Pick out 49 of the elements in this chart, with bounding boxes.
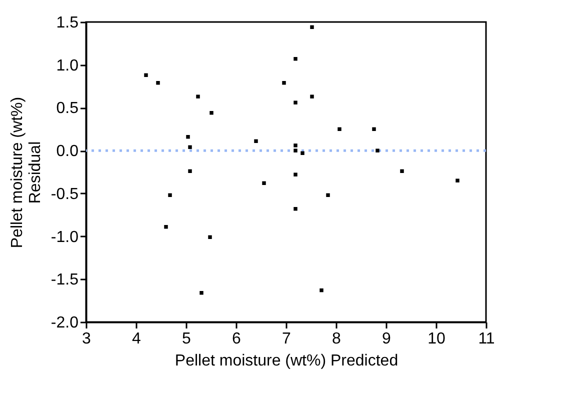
x-tick-label: 5 xyxy=(182,330,192,348)
x-tick-label: 11 xyxy=(478,330,495,348)
x-tick-label: 7 xyxy=(282,330,292,348)
point xyxy=(294,206,298,211)
x-axis-title: Pellet moisture (wt%) Predicted xyxy=(174,352,398,370)
point xyxy=(186,134,190,139)
x-tick-label: 4 xyxy=(132,330,142,348)
point xyxy=(262,181,266,186)
x-tick-label: 10 xyxy=(428,330,446,348)
point xyxy=(300,151,304,156)
point xyxy=(456,178,460,182)
y-tick-label: 1.0 xyxy=(56,57,79,74)
point xyxy=(168,193,172,198)
y-axis-title: Pellet moisture (wt%) Residual xyxy=(8,96,44,248)
x-tick-label: 6 xyxy=(232,330,242,348)
y-tick-label: -0.5 xyxy=(50,186,79,203)
point xyxy=(188,169,192,174)
y-tick-label: 1.5 xyxy=(56,14,79,32)
point xyxy=(294,100,298,104)
x-tick-label: 9 xyxy=(382,330,392,348)
point xyxy=(294,172,298,176)
point xyxy=(188,145,192,150)
point xyxy=(294,148,298,152)
point xyxy=(210,110,214,115)
y-tick-label: -2.0 xyxy=(50,314,79,332)
point xyxy=(320,288,324,292)
x-tick-label: 3 xyxy=(82,330,92,348)
point xyxy=(310,25,314,30)
point xyxy=(338,127,342,132)
point xyxy=(208,235,212,240)
point xyxy=(294,56,298,61)
point xyxy=(282,80,286,85)
y-tick-label: 0.5 xyxy=(56,100,79,118)
point xyxy=(310,94,314,98)
point xyxy=(326,193,330,198)
point xyxy=(400,169,404,174)
y-tick-label: 0.0 xyxy=(56,143,79,160)
point xyxy=(200,290,204,295)
point xyxy=(156,80,160,85)
x-tick-label: 8 xyxy=(332,330,342,348)
point xyxy=(294,144,298,148)
point xyxy=(254,139,258,144)
y-tick-label: -1.5 xyxy=(50,272,79,289)
point xyxy=(164,224,168,229)
point xyxy=(376,148,380,152)
y-tick-label: -1.0 xyxy=(50,228,79,246)
point xyxy=(372,127,376,132)
point xyxy=(144,73,148,78)
point xyxy=(196,94,200,98)
